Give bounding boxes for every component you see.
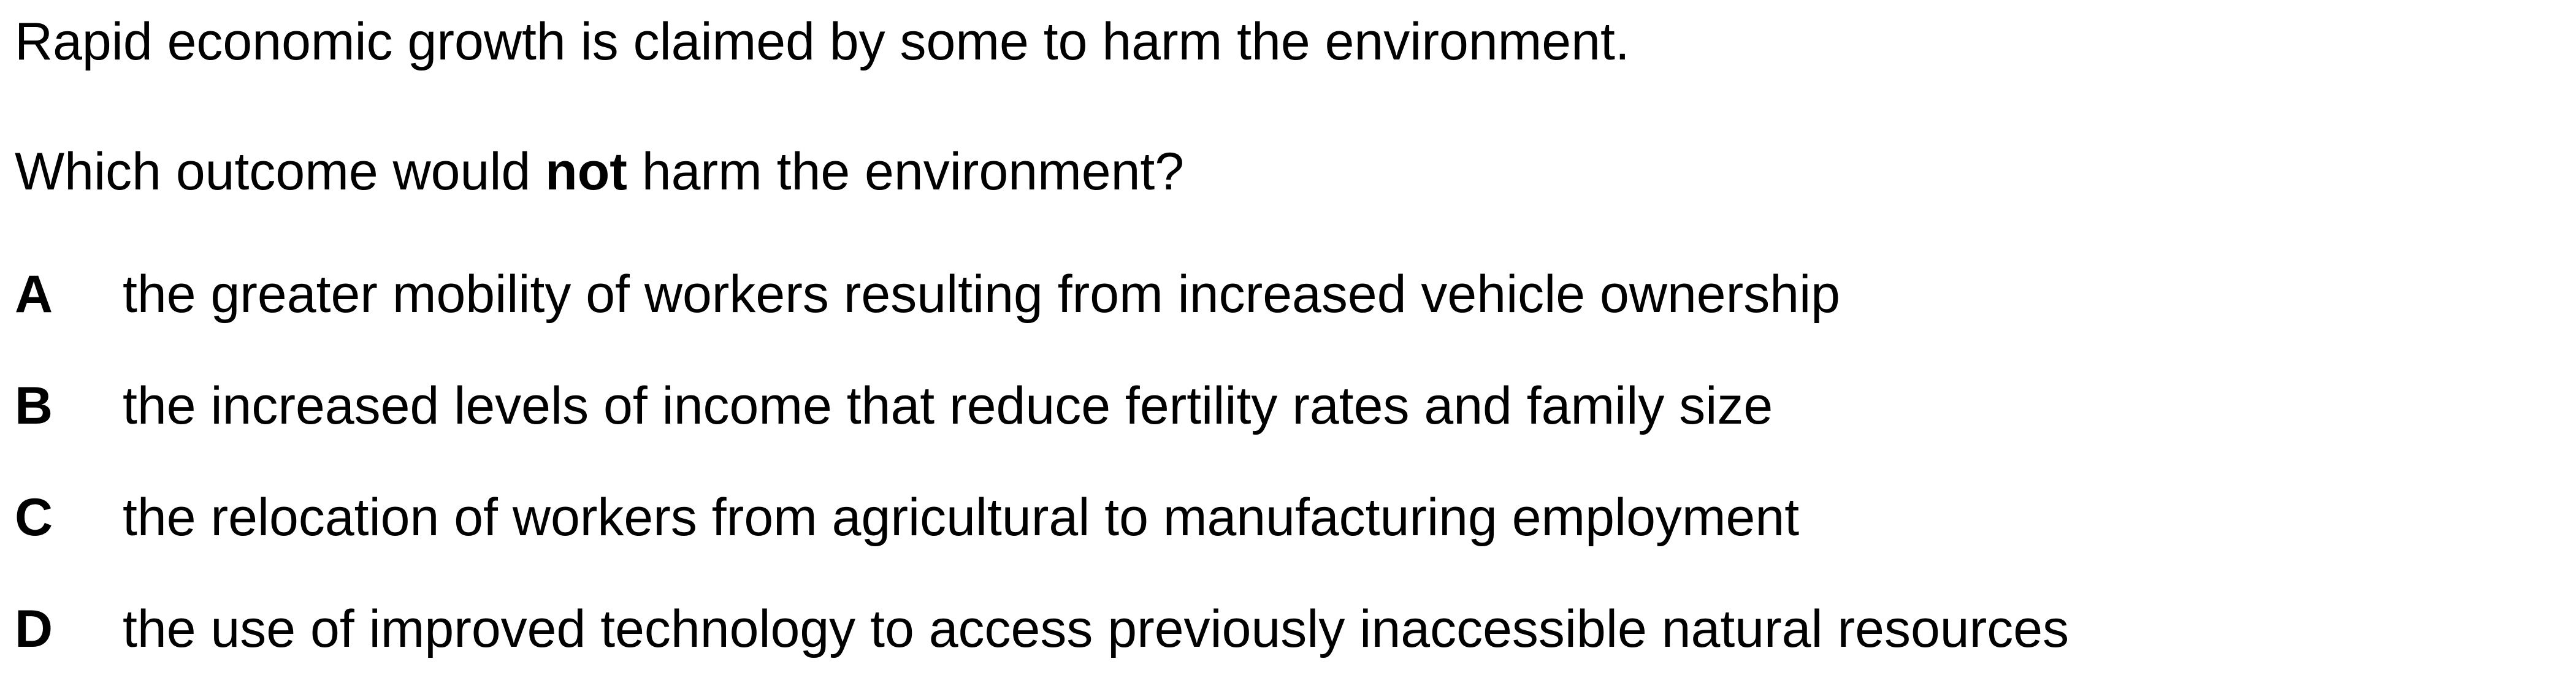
option-b-text: the increased levels of income that redu…: [123, 376, 1773, 435]
option-b-letter: B: [15, 376, 53, 435]
option-c-text: the relocation of workers from agricultu…: [123, 488, 1800, 547]
question-prompt: Which outcome would not harm the environ…: [15, 141, 1184, 202]
option-a-text: the greater mobility of workers resultin…: [123, 265, 1841, 324]
option-d-text: the use of improved technology to access…: [123, 600, 2070, 658]
option-a-letter: A: [15, 265, 53, 324]
option-c-letter: C: [15, 488, 53, 547]
question-prompt-before: Which outcome would: [15, 142, 546, 201]
question-stem: Rapid economic growth is claimed by some…: [15, 12, 1630, 71]
question-prompt-emphasis: not: [545, 142, 627, 201]
option-d-letter: D: [15, 600, 53, 658]
question-prompt-after: harm the environment?: [627, 142, 1185, 201]
